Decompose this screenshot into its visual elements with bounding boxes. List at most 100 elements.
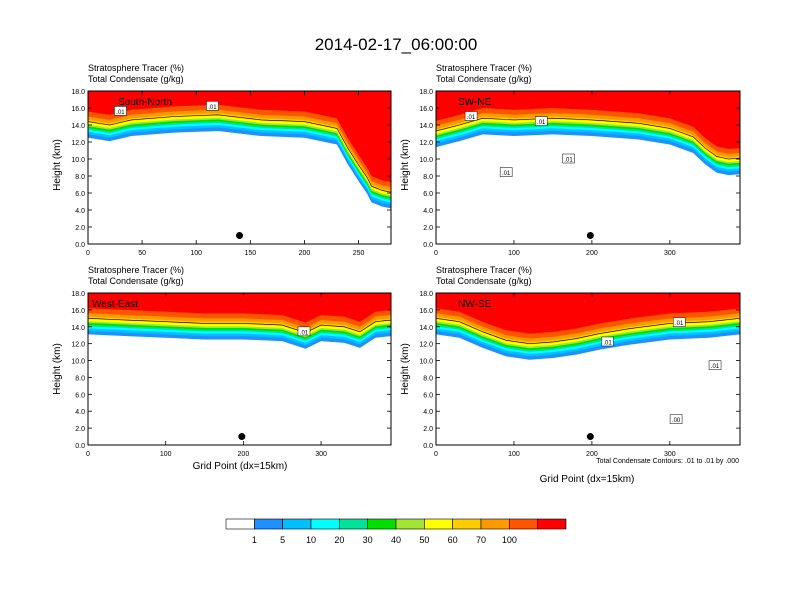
y-tick-label: 16.0 [71,106,85,113]
colorbar-swatch [395,518,425,530]
plot-frame [87,292,392,446]
y-tick-label: 18.0 [419,89,433,96]
y-tick-label: 2.0 [75,225,85,232]
tracer-field: .01 West-East [88,293,391,349]
x-tick-label: 100 [508,250,520,257]
condensate-contour [88,114,391,193]
colorbar-label: 30 [363,535,373,545]
location-marker [236,232,243,239]
x-axis-label: Grid Point (dx=15km) [540,474,635,485]
x-tick-label: 100 [508,451,520,458]
contour-label: .01 [114,106,127,116]
y-tick-label: 18.0 [71,89,85,96]
y-tick-label: 0.0 [423,443,433,450]
condensate-contour [88,318,391,334]
y-tick-label: 10.0 [71,359,85,366]
y-tick-label: 16.0 [71,308,85,315]
panel-nw-se: Stratosphere Tracer (%) Total Condensate… [400,265,741,485]
x-tick-label: 300 [664,451,676,458]
y-tick-label: 10.0 [419,157,433,164]
svg-text:.01: .01 [675,321,684,327]
y-tick-label: 16.0 [419,308,433,315]
panel-title-line-1: Stratosphere Tracer (%) [436,63,532,73]
contour-label: .01 [499,167,513,177]
colorbar-label: 10 [306,535,316,545]
footnote: Total Condensate Contours: .01 to .01 by… [596,458,739,465]
y-tick-label: 14.0 [419,325,433,332]
y-tick-label: 12.0 [71,140,85,147]
panel-title-line-1: Stratosphere Tracer (%) [436,265,532,275]
y-tick-label: 4.0 [75,208,85,215]
y-tick-label: 4.0 [423,409,433,416]
y-tick-label: 12.0 [419,342,433,349]
colorbar-swatch [310,518,340,530]
y-tick-label: 6.0 [423,392,433,399]
y-tick-label: 8.0 [75,174,85,181]
svg-text:.01: .01 [208,105,217,111]
svg-text:.01: .01 [711,364,720,370]
y-tick-label: 8.0 [75,375,85,382]
x-tick-label: 200 [586,451,598,458]
stratosphere-cap [88,91,391,182]
x-tick-label: 150 [244,250,256,257]
contour-label: .01 [297,326,311,336]
section-label: SW-NE [458,97,491,108]
x-tick-label: 250 [353,250,365,257]
y-axis-label: Height (km) [400,139,411,191]
condensate-contour [436,117,740,160]
svg-text:.01: .01 [502,171,511,177]
tracer-field: .01 .01 South-North [88,91,391,209]
panel-title-line-2: Total Condensate (g/kg) [88,276,184,286]
y-axis-label: Height (km) [52,139,63,191]
panel-title-line-2: Total Condensate (g/kg) [436,276,532,286]
x-tick-label: 200 [586,250,598,257]
tracer-band [88,91,391,188]
x-tick-label: 50 [138,250,146,257]
colorbar-label: 60 [448,535,458,545]
colorbar-swatch [225,518,255,530]
x-tick-label: 100 [190,250,202,257]
x-tick-label: 200 [238,451,250,458]
tracer-field: .01 .01 .01 .01 SW-NE [436,91,740,177]
contour-label: .01 [708,360,722,370]
svg-text:.01: .01 [467,115,476,121]
y-tick-label: 14.0 [419,123,433,130]
colorbar-swatch [509,518,538,530]
panel-title-line-1: Stratosphere Tracer (%) [88,63,184,73]
y-tick-label: 2.0 [423,225,433,232]
contour-label: .01 [672,317,686,327]
contour-label: .01 [562,153,575,164]
y-tick-label: 16.0 [419,106,433,113]
panel-west-east: Stratosphere Tracer (%) Total Condensate… [52,265,392,472]
location-marker [586,433,594,441]
y-tick-label: 0.0 [75,242,85,249]
y-tick-label: 2.0 [75,426,85,433]
section-label: South-North [118,97,172,108]
panel-title-line-2: Total Condensate (g/kg) [88,74,184,84]
colorbar-swatch [424,518,453,530]
y-tick-label: 0.0 [75,443,85,450]
x-tick-label: 0 [434,250,438,257]
y-tick-label: 10.0 [419,359,433,366]
colorbar: 1 5 10 20 30 40 50 60 70 100 [225,518,567,545]
contour-label: .01 [206,101,219,111]
stratosphere-cap [436,293,740,334]
stratosphere-cap [88,293,391,323]
colorbar-swatch [254,518,283,530]
colorbar-label: 1 [252,535,257,545]
x-tick-label: 200 [299,250,311,257]
colorbar-label: 70 [476,535,486,545]
colorbar-swatch [339,518,368,530]
y-tick-label: 10.0 [71,157,85,164]
x-tick-label: 0 [434,451,438,458]
colorbar-label: 40 [391,535,401,545]
x-tick-label: 0 [86,451,90,458]
location-marker [586,232,594,239]
y-tick-label: 0.0 [423,242,433,249]
svg-text:.01: .01 [537,120,546,126]
plot-frame [435,90,741,245]
location-marker [238,433,246,441]
contour-label: .01 [601,336,614,346]
y-axis-label: Height (km) [400,343,411,395]
